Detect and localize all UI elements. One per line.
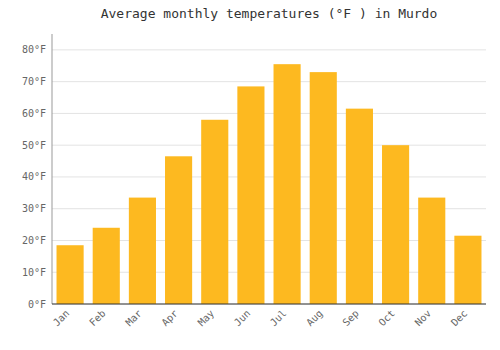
y-tick-label: 70°F (22, 76, 46, 87)
grid-line (52, 81, 486, 82)
y-tick-label: 40°F (22, 171, 46, 182)
bar (454, 236, 481, 304)
x-tick-label: Nov (413, 308, 434, 329)
grid-line (52, 304, 486, 305)
x-axis: Jan Feb Mar Apr May Jun Jul Aug Sep Oct Nov Dec (51, 304, 486, 328)
x-tick-label: Jan (51, 308, 72, 329)
y-axis-line (52, 34, 53, 304)
bar (346, 109, 373, 304)
y-axis: 0°F 10°F 20°F 30°F 40°F 50°F 60°F 70°F 80°F (22, 34, 52, 310)
y-tick-label: 10°F (22, 267, 46, 278)
x-tick-label: May (196, 308, 217, 329)
x-tick-label: Feb (87, 308, 108, 329)
bar (57, 245, 84, 304)
x-tick-label: Mar (123, 308, 144, 329)
x-tick-label: Aug (304, 308, 325, 329)
y-tick-label: 0°F (28, 299, 46, 310)
bar (165, 156, 192, 304)
y-tick-label: 30°F (22, 203, 46, 214)
grid-line (52, 113, 486, 114)
x-axis-line (52, 304, 486, 305)
grid-line (52, 145, 486, 146)
grid (52, 50, 486, 304)
grid-line (52, 176, 486, 177)
grid-line (52, 49, 486, 50)
bar (93, 228, 120, 304)
bars (57, 64, 482, 304)
bar (274, 64, 301, 304)
chart-svg: Average monthly temperatures (°F ) in Mu… (0, 0, 500, 350)
title: Average monthly temperatures (°F ) in Mu… (101, 6, 438, 21)
x-tick-label: Jul (268, 308, 289, 329)
chart-container: Average monthly temperatures (°F ) in Mu… (0, 0, 500, 350)
x-tick-label: Jun (232, 308, 253, 329)
bar (129, 198, 156, 304)
page: {"chart_data": {"type": "bar", "title": … (0, 0, 500, 350)
x-tick-label: Dec (449, 308, 470, 329)
bar (382, 145, 409, 304)
bar (418, 198, 445, 304)
y-tick-label: 60°F (22, 108, 46, 119)
bar (237, 86, 264, 304)
y-tick-label: 20°F (22, 235, 46, 246)
bar (201, 120, 228, 304)
bar (310, 72, 337, 304)
y-tick-label: 80°F (22, 44, 46, 55)
y-tick-label: 50°F (22, 140, 46, 151)
x-tick-label: Oct (376, 308, 397, 329)
x-tick-label: Apr (159, 308, 180, 329)
x-tick-label: Sep (340, 308, 361, 329)
